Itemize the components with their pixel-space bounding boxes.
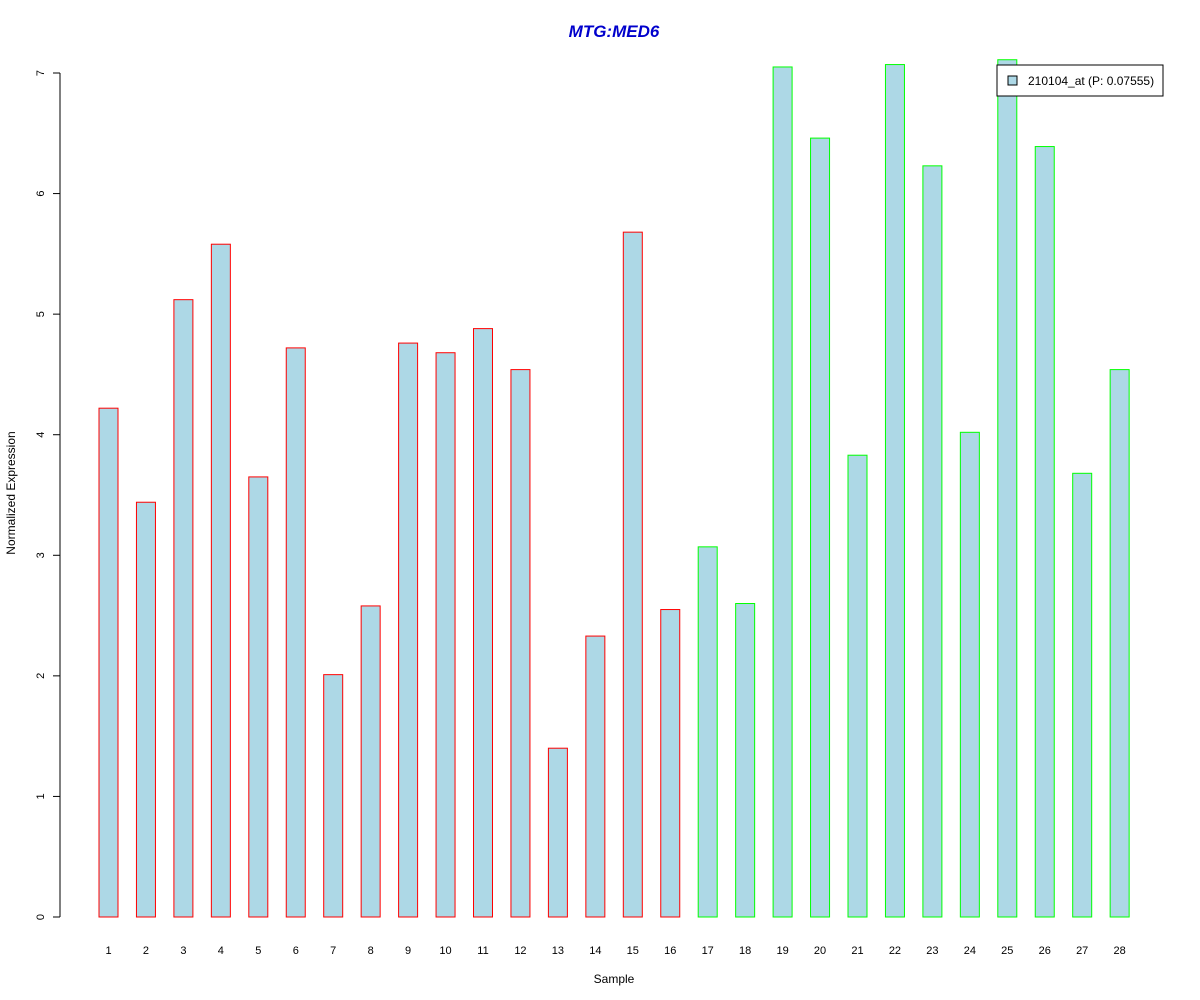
x-tick-label: 1 [105,945,111,957]
x-tick-label: 14 [589,945,601,957]
bar-sample-11 [473,328,493,918]
bar-sample-19 [772,66,793,918]
x-tick-label: 2 [143,945,149,957]
legend-box [996,64,1164,97]
bar-sample-14 [585,635,606,918]
bar-sample-5 [248,476,269,918]
bars [98,59,1130,918]
y-tick-label: 6 [35,191,47,197]
y-tick-label: 0 [35,914,47,920]
bar-sample-17 [697,546,718,918]
x-tick-label: 11 [477,945,488,957]
x-tick-label: 3 [180,945,186,957]
bar-sample-23 [922,165,943,918]
x-tick-label: 23 [926,945,938,957]
y-tick-label: 3 [35,552,47,558]
legend-label: 210104_at (P: 0.07555) [1028,74,1154,88]
bar-sample-3 [173,299,194,918]
bar-sample-15 [622,231,643,918]
x-tick-label: 13 [552,945,564,957]
bar-sample-6 [285,347,306,918]
bar-sample-27 [1072,472,1093,918]
bar-sample-24 [959,431,980,918]
x-tick-label: 24 [964,945,976,957]
bar-sample-8 [360,605,381,918]
legend: 210104_at (P: 0.07555) [996,64,1164,97]
x-tick-label: 27 [1076,945,1088,957]
x-tick-label: 22 [889,945,901,957]
x-tick-label: 21 [851,945,863,957]
x-tick-label: 17 [702,945,714,957]
bar-sample-1 [98,407,119,918]
x-tick-label: 16 [664,945,676,957]
x-tick-label: 6 [293,945,299,957]
y-axis: 0 1 2 3 4 5 6 7 [35,70,61,920]
bar-sample-4 [210,243,231,918]
legend-swatch [1007,75,1018,86]
x-tick-label: 7 [330,945,336,957]
bar-sample-26 [1034,146,1055,918]
x-tick-label: 12 [514,945,526,957]
y-axis-title: Normalized Expression [4,431,18,554]
y-tick-label: 2 [35,673,47,679]
x-tick-label: 8 [368,945,374,957]
x-tick-label: 5 [255,945,261,957]
bar-sample-28 [1109,369,1130,918]
bar-sample-13 [547,747,568,918]
chart-title: MTG:MED6 [569,22,660,41]
bar-sample-9 [398,342,419,918]
bar-sample-18 [735,603,756,918]
bar-sample-2 [135,501,156,918]
x-tick-label: 10 [439,945,451,957]
bar-sample-12 [510,369,531,918]
bar-sample-10 [435,352,456,918]
bar-sample-20 [810,137,831,918]
x-tick-label: 26 [1039,945,1051,957]
bar-sample-7 [323,674,344,918]
bar-sample-16 [660,609,681,918]
x-tick-label: 20 [814,945,826,957]
x-axis-title: Sample [594,972,635,986]
y-tick-label: 4 [35,432,47,438]
y-tick-label: 5 [35,311,47,317]
bar-sample-22 [884,64,905,918]
x-axis-labels: 1 2 3 4 5 6 7 8 9 10 11 12 13 14 15 16 17 18 19 20 21 22 23 24 2… [105,945,1125,957]
y-tick-label: 7 [35,70,47,76]
x-tick-label: 15 [627,945,639,957]
y-tick-label: 1 [35,793,47,799]
bar-sample-25 [997,59,1018,918]
x-tick-label: 28 [1114,945,1126,957]
bar-sample-21 [847,454,868,918]
x-tick-label: 9 [405,945,411,957]
x-tick-label: 25 [1001,945,1013,957]
x-tick-label: 19 [776,945,788,957]
x-tick-label: 4 [218,945,224,957]
x-tick-label: 18 [739,945,751,957]
